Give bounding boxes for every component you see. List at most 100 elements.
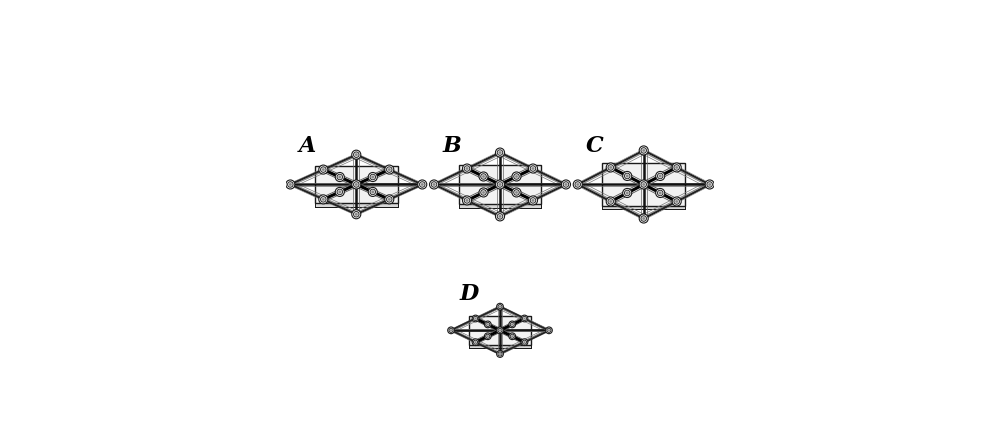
Circle shape [499, 305, 501, 308]
Circle shape [521, 315, 528, 322]
Circle shape [319, 165, 328, 174]
Circle shape [509, 333, 516, 340]
Circle shape [565, 183, 567, 186]
Polygon shape [602, 163, 685, 206]
Circle shape [338, 190, 341, 193]
Polygon shape [602, 206, 685, 209]
Circle shape [707, 181, 712, 187]
Circle shape [335, 187, 344, 196]
Circle shape [659, 175, 662, 177]
Circle shape [368, 172, 377, 181]
Circle shape [510, 334, 514, 338]
Circle shape [353, 211, 359, 217]
Text: B: B [442, 135, 461, 157]
Circle shape [528, 196, 538, 205]
Circle shape [385, 195, 394, 204]
Circle shape [322, 198, 325, 201]
Circle shape [433, 183, 435, 186]
Circle shape [576, 183, 579, 186]
Circle shape [487, 323, 489, 325]
Circle shape [450, 329, 452, 331]
Circle shape [514, 190, 519, 195]
Circle shape [530, 198, 536, 203]
Circle shape [353, 152, 359, 157]
Circle shape [641, 181, 647, 187]
Circle shape [473, 340, 478, 344]
Circle shape [481, 174, 486, 179]
Circle shape [642, 217, 645, 220]
Circle shape [335, 172, 344, 181]
Circle shape [338, 176, 341, 178]
Circle shape [624, 190, 630, 196]
Circle shape [481, 190, 486, 195]
Polygon shape [459, 165, 541, 205]
Circle shape [352, 180, 361, 189]
Circle shape [499, 215, 501, 218]
Circle shape [495, 180, 505, 189]
Circle shape [388, 168, 391, 171]
Circle shape [657, 173, 663, 179]
Circle shape [639, 214, 648, 223]
Circle shape [355, 183, 358, 186]
Text: A: A [298, 135, 316, 157]
Circle shape [321, 196, 326, 202]
Circle shape [522, 317, 527, 320]
Circle shape [511, 323, 513, 325]
Circle shape [371, 176, 374, 178]
Circle shape [479, 188, 488, 197]
Circle shape [431, 181, 437, 187]
Circle shape [499, 329, 501, 331]
Circle shape [464, 198, 470, 203]
Circle shape [656, 188, 665, 197]
Circle shape [642, 183, 645, 186]
Circle shape [546, 327, 552, 334]
Circle shape [608, 199, 614, 204]
Circle shape [523, 317, 525, 320]
Circle shape [499, 353, 501, 355]
Circle shape [609, 166, 612, 169]
Circle shape [462, 164, 472, 173]
Circle shape [708, 183, 711, 186]
Circle shape [515, 191, 518, 194]
Circle shape [642, 149, 645, 152]
Circle shape [353, 181, 359, 187]
Circle shape [547, 328, 551, 332]
Circle shape [639, 180, 648, 189]
Circle shape [608, 165, 614, 170]
Circle shape [548, 329, 550, 331]
Circle shape [370, 189, 376, 195]
Text: D: D [459, 283, 478, 305]
Circle shape [482, 175, 485, 178]
Circle shape [522, 340, 527, 344]
Circle shape [495, 148, 505, 157]
Circle shape [484, 333, 491, 340]
Circle shape [609, 200, 612, 203]
Circle shape [486, 334, 490, 338]
Circle shape [371, 190, 374, 193]
Circle shape [289, 183, 292, 186]
Circle shape [352, 150, 361, 159]
Circle shape [322, 168, 325, 171]
Circle shape [497, 150, 503, 155]
Circle shape [498, 305, 502, 309]
Circle shape [337, 189, 343, 195]
Polygon shape [469, 345, 531, 348]
Circle shape [672, 163, 681, 172]
Circle shape [355, 153, 358, 156]
Circle shape [386, 167, 392, 172]
Polygon shape [315, 166, 398, 203]
Circle shape [626, 175, 629, 177]
Circle shape [523, 341, 525, 343]
Circle shape [472, 339, 479, 345]
Circle shape [388, 198, 391, 201]
Circle shape [675, 200, 678, 203]
Circle shape [385, 165, 394, 174]
Polygon shape [315, 203, 398, 207]
Circle shape [521, 339, 528, 345]
Circle shape [623, 188, 632, 197]
Circle shape [509, 321, 516, 328]
Circle shape [626, 192, 629, 194]
Circle shape [286, 180, 295, 189]
Circle shape [462, 196, 472, 205]
Circle shape [370, 174, 376, 180]
